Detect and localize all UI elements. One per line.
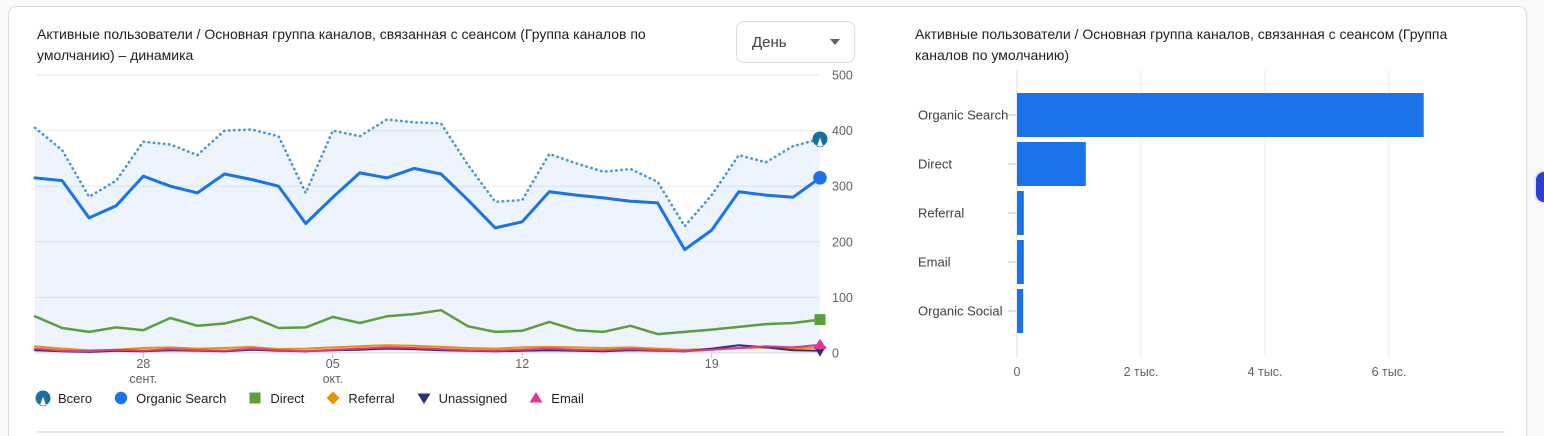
legend-label: Direct xyxy=(270,390,305,406)
legend-label: Email xyxy=(551,390,584,406)
granularity-dropdown[interactable]: День xyxy=(736,21,855,63)
y-axis-label: 200 xyxy=(832,235,853,249)
bar-referral[interactable] xyxy=(1017,191,1024,235)
series-end-marker-organic-search xyxy=(813,171,827,185)
y-axis-label: 0 xyxy=(832,347,839,361)
bar-category-label: Direct xyxy=(918,157,952,172)
bar-organic-search[interactable] xyxy=(1017,93,1424,137)
series-line-organic-search[interactable] xyxy=(33,166,822,252)
legend-item-referral: Referral xyxy=(325,390,395,406)
organic-search-legend-icon xyxy=(113,390,129,406)
bar-organic-social[interactable] xyxy=(1017,289,1024,333)
line-chart-title: Активные пользователи / Основная группа … xyxy=(37,26,646,63)
direct-legend-icon xyxy=(247,390,263,406)
total-area-fill xyxy=(35,119,820,353)
legend-label: Referral xyxy=(348,390,395,406)
series-end-marker-direct xyxy=(814,314,826,326)
bar-x-axis-label: 6 тыс. xyxy=(1372,365,1407,379)
chart-legend: Всего Organic Search Direct Referral Una… xyxy=(35,390,584,406)
bar-category-label: Email xyxy=(918,255,951,270)
insights-panel-handle[interactable] xyxy=(1536,172,1544,202)
x-axis-label: 19 xyxy=(705,357,719,371)
y-axis-label: 100 xyxy=(832,291,853,305)
referral-legend-icon xyxy=(325,390,341,406)
y-axis-label: 500 xyxy=(832,69,853,83)
bar-category-label: Referral xyxy=(918,206,964,221)
series-line-referral[interactable] xyxy=(34,344,821,352)
email-legend-icon xyxy=(528,390,544,406)
legend-item-всего: Всего xyxy=(35,390,92,406)
series-line-всего[interactable] xyxy=(33,118,822,228)
x-axis-label: 28 xyxy=(136,357,150,371)
granularity-dropdown-value: День xyxy=(752,33,787,51)
legend-label: Organic Search xyxy=(136,390,227,406)
series-end-marker-email xyxy=(813,338,827,350)
bar-chart-title: Активные пользователи / Основная группа … xyxy=(915,26,1448,63)
bar-x-axis-label: 0 xyxy=(1014,365,1021,379)
bar-category-label: Organic Search xyxy=(918,108,1008,123)
x-axis-sublabel: окт. xyxy=(323,372,343,386)
y-axis-label: 400 xyxy=(832,124,853,138)
bar-direct[interactable] xyxy=(1017,142,1086,186)
unassigned-legend-icon xyxy=(416,390,432,406)
legend-item-email: Email xyxy=(528,390,584,406)
bar-category-label: Organic Social xyxy=(918,304,1003,319)
bar-x-axis-label: 4 тыс. xyxy=(1248,365,1283,379)
chart-card xyxy=(8,6,1527,436)
bar-x-axis-label: 2 тыс. xyxy=(1124,365,1159,379)
bar-email[interactable] xyxy=(1017,240,1024,284)
всего-legend-icon xyxy=(35,390,51,406)
legend-item-organic-search: Organic Search xyxy=(113,390,226,406)
chevron-down-icon xyxy=(830,39,840,45)
x-axis-sublabel: сент. xyxy=(129,372,157,386)
series-line-direct[interactable] xyxy=(33,308,822,336)
legend-label: Unassigned xyxy=(438,390,508,406)
y-axis-label: 300 xyxy=(832,180,853,194)
x-axis-label: 12 xyxy=(515,357,529,371)
legend-label: Всего xyxy=(58,390,93,406)
legend-item-unassigned: Unassigned xyxy=(416,390,508,406)
series-line-email[interactable] xyxy=(34,343,821,353)
series-end-marker-всего xyxy=(812,131,828,147)
section-divider xyxy=(36,431,1505,433)
x-axis-label: 05 xyxy=(326,357,340,371)
legend-item-direct: Direct xyxy=(247,390,304,406)
